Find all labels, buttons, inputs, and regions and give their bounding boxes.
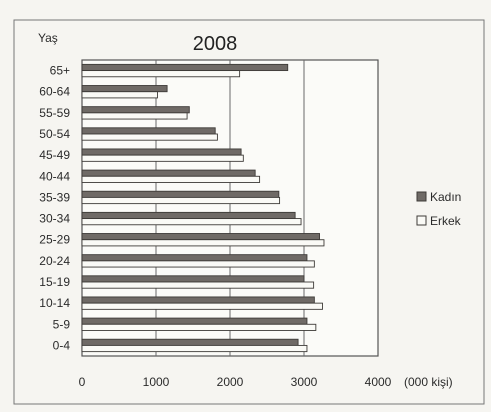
bar-kadın-0-4 bbox=[81, 338, 299, 346]
bar-kadın-35-39 bbox=[81, 190, 280, 198]
x-tick-label: 2000 bbox=[217, 375, 244, 389]
bar-kadın-25-29 bbox=[81, 233, 320, 241]
bar-erkek-5-9 bbox=[81, 323, 317, 331]
bar-erkek-10-14 bbox=[81, 302, 323, 310]
chart-title: 2008 bbox=[193, 33, 238, 55]
x-tick-label: 1000 bbox=[143, 375, 170, 389]
y-category-label: 15-19 bbox=[39, 275, 70, 289]
bar-kadın-55-59 bbox=[81, 106, 190, 114]
bar-erkek-60-64 bbox=[81, 91, 158, 99]
chart-frame bbox=[13, 19, 485, 405]
bar-erkek-40-44 bbox=[81, 175, 261, 183]
bar-kadın-65+ bbox=[81, 63, 289, 72]
x-tick-label: 4000 bbox=[365, 375, 392, 389]
legend-swatch-kadın bbox=[416, 191, 427, 202]
bar-erkek-55-59 bbox=[81, 112, 188, 120]
y-category-label: 5-9 bbox=[53, 317, 71, 331]
bar-erkek-45-49 bbox=[81, 154, 244, 162]
y-axis-title: Yaş bbox=[38, 31, 58, 45]
legend: Kadın Erkek bbox=[416, 190, 462, 228]
x-tick-labels: 0 1000 2000 3000 4000 bbox=[79, 375, 392, 389]
bar-erkek-30-34 bbox=[81, 218, 302, 226]
bar-layer bbox=[81, 63, 325, 353]
x-tick-label: 0 bbox=[79, 375, 86, 389]
bar-kadın-45-49 bbox=[81, 148, 242, 156]
y-category-label: 0-4 bbox=[53, 338, 71, 352]
bar-erkek-0-4 bbox=[81, 344, 308, 353]
bar-kadın-15-19 bbox=[81, 275, 305, 283]
bar-erkek-20-24 bbox=[81, 260, 315, 268]
y-category-label: 45-49 bbox=[39, 148, 70, 162]
legend-label-kadın: Kadın bbox=[430, 190, 461, 204]
bar-erkek-15-19 bbox=[81, 281, 315, 289]
x-tick-label: 3000 bbox=[291, 375, 318, 389]
y-category-label: 30-34 bbox=[39, 212, 70, 226]
bar-kadın-40-44 bbox=[81, 169, 256, 177]
y-category-label: 55-59 bbox=[39, 106, 70, 120]
bar-kadın-20-24 bbox=[81, 254, 308, 262]
y-category-label: 60-64 bbox=[39, 85, 70, 99]
legend-label-erkek: Erkek bbox=[430, 214, 462, 228]
bar-kadın-5-9 bbox=[81, 317, 308, 325]
y-category-label: 25-29 bbox=[39, 233, 70, 247]
category-labels: 0-4 5-9 10-14 15-19 20-24 25-29 30-34 35-39 40-4… bbox=[39, 64, 70, 353]
bar-kadın-50-54 bbox=[81, 127, 216, 135]
legend-swatch-erkek bbox=[416, 215, 427, 226]
y-category-label: 20-24 bbox=[39, 254, 70, 268]
y-category-label: 35-39 bbox=[39, 190, 70, 204]
y-category-label: 50-54 bbox=[39, 127, 70, 141]
bar-erkek-65+ bbox=[81, 70, 241, 78]
y-category-label: 40-44 bbox=[39, 169, 70, 183]
bar-erkek-35-39 bbox=[81, 196, 281, 205]
bar-kadın-60-64 bbox=[81, 85, 168, 93]
x-axis-unit-label: (000 kişi) bbox=[404, 375, 453, 389]
bar-erkek-25-29 bbox=[81, 239, 325, 247]
y-category-label: 65+ bbox=[50, 64, 70, 78]
bar-kadın-10-14 bbox=[81, 296, 315, 304]
bar-kadın-30-34 bbox=[81, 211, 296, 220]
y-category-label: 10-14 bbox=[39, 296, 70, 310]
bar-erkek-50-54 bbox=[81, 133, 218, 141]
